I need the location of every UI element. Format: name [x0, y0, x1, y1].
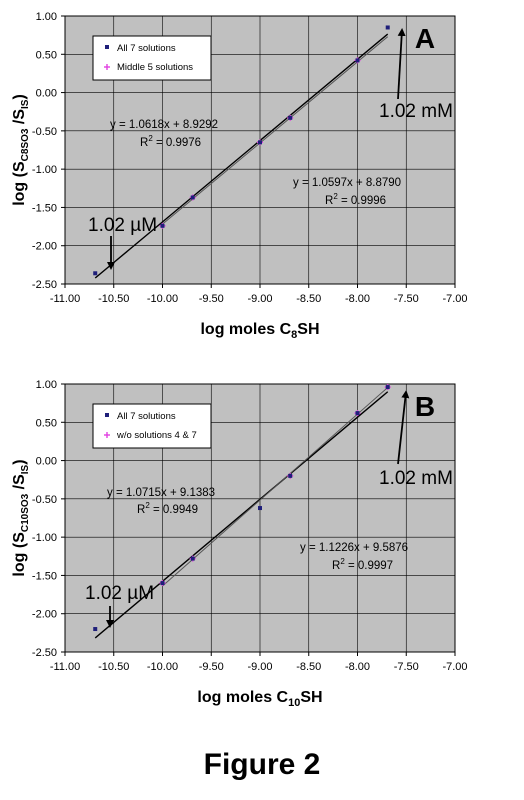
annotation-low-concentration: 1.02 µM — [85, 583, 154, 604]
chart-panel-b: -11.00 -10.50 -10.00 -9.50 -9.00 -8.50 -8.00 -7… — [11, 379, 468, 709]
x-tick-label: -9.00 — [247, 661, 272, 673]
y-tick-label: -1.50 — [32, 202, 57, 214]
data-point-all — [160, 223, 165, 228]
annotation-high-concentration: 1.02 mM — [379, 101, 453, 122]
x-tick-label: -7.50 — [394, 293, 419, 305]
legend-label-subset: w/o solutions 4 & 7 — [116, 430, 197, 441]
y-axis-title: log (SC10SO3 /SIS) — [11, 459, 31, 576]
x-tick-label: -9.50 — [199, 293, 224, 305]
legend-box — [92, 35, 212, 81]
annotation-low-concentration: 1.02 µM — [88, 215, 157, 236]
y-tick-label: 0.00 — [36, 88, 57, 100]
data-point-all — [288, 473, 293, 478]
trendline — [94, 391, 389, 639]
x-tick-label: -10.50 — [98, 293, 129, 305]
y-tick-label: -1.50 — [32, 570, 57, 582]
x-tick-label: -7.00 — [442, 661, 467, 673]
x-axis-title: log moles C10SH — [197, 689, 322, 709]
data-point-all — [355, 58, 360, 63]
x-tick-label: -9.00 — [247, 293, 272, 305]
legend-label-all: All 7 solutions — [117, 411, 176, 422]
x-tick-label: -8.00 — [345, 293, 370, 305]
x-tick-label: -10.50 — [98, 661, 129, 673]
x-axis-title: log moles C8SH — [200, 321, 319, 341]
data-point-all — [385, 25, 390, 30]
data-point-all — [258, 140, 262, 145]
y-tick-label: -1.00 — [32, 532, 57, 544]
trendline — [162, 387, 389, 587]
legend-marker-all — [105, 413, 109, 417]
data-point-all — [160, 581, 165, 586]
trendline-equation: y = 1.0597x + 8.8790 — [293, 177, 401, 189]
x-tick-label: -8.50 — [296, 661, 321, 673]
y-tick-label: -1.00 — [32, 164, 57, 176]
annotation-arrow — [397, 390, 410, 465]
x-tick-label: -8.50 — [296, 293, 321, 305]
y-tick-label: -2.50 — [32, 279, 57, 291]
panel-letter: A — [415, 23, 435, 54]
annotation-high-concentration: 1.02 mM — [379, 468, 453, 489]
trendline-equation: y = 1.0715x + 9.1383 — [107, 487, 215, 499]
x-tick-label: -10.00 — [147, 293, 178, 305]
data-point-all — [258, 506, 262, 511]
trendline-equation: y = 1.1226x + 9.5876 — [300, 542, 408, 554]
y-tick-label: 0.50 — [36, 417, 57, 429]
x-tick-label: -9.50 — [199, 661, 224, 673]
data-point-all — [93, 271, 98, 276]
r-squared-label: R2 = 0.9949 — [137, 501, 198, 516]
x-tick-label: -7.00 — [442, 293, 467, 305]
x-tick-label: -11.00 — [50, 293, 80, 305]
r-squared-label: R2 = 0.9996 — [325, 192, 386, 207]
y-axis-title: log (SC8SO3 /SIS) — [11, 94, 31, 206]
legend-label-subset: Middle 5 solutions — [117, 62, 193, 73]
y-tick-label: -0.50 — [32, 126, 57, 138]
y-tick-label: -2.00 — [32, 241, 57, 253]
data-point-all — [385, 385, 390, 390]
x-tick-label: -7.50 — [394, 661, 419, 673]
panel-letter: B — [415, 391, 435, 422]
y-tick-label: -2.00 — [32, 609, 57, 621]
data-point-all — [190, 195, 195, 200]
trendline — [94, 33, 389, 279]
trendline-equation: y = 1.0618x + 8.9292 — [110, 119, 218, 131]
annotation-arrow — [397, 28, 406, 100]
data-point-all — [93, 627, 98, 632]
trendline — [162, 36, 389, 225]
legend-box — [92, 403, 212, 449]
x-tick-label: -11.00 — [50, 661, 80, 673]
x-tick-label: -10.00 — [147, 661, 178, 673]
r-squared-label: R2 = 0.9997 — [332, 557, 393, 572]
y-tick-label: -2.50 — [32, 647, 57, 659]
y-tick-label: 0.50 — [36, 49, 57, 61]
x-tick-label: -8.00 — [345, 661, 370, 673]
y-tick-label: 1.00 — [36, 379, 57, 391]
legend-marker-all — [105, 45, 109, 49]
data-point-all — [190, 556, 195, 561]
data-point-all — [288, 115, 293, 120]
y-tick-label: -0.50 — [32, 494, 57, 506]
r-squared-label: R2 = 0.9976 — [140, 134, 201, 149]
data-point-all — [355, 411, 360, 416]
chart-panel-a: -11.00 -10.50 -10.00 -9.50 -9.00 -8.50 -8.00 -7… — [11, 11, 468, 341]
y-tick-label: 0.00 — [36, 456, 57, 468]
legend-label-all: All 7 solutions — [117, 43, 176, 54]
figure-label: Figure 2 — [203, 748, 321, 781]
y-tick-label: 1.00 — [36, 11, 57, 23]
